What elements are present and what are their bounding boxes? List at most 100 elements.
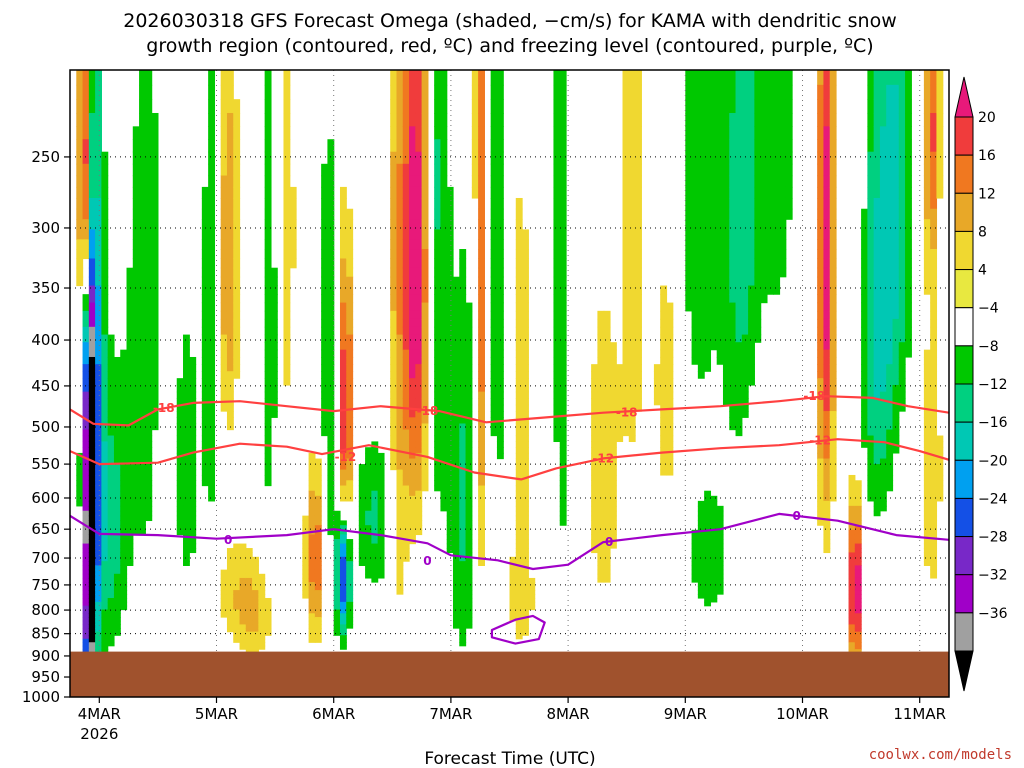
omega-cell — [892, 391, 900, 399]
omega-cell — [628, 318, 636, 328]
omega-cell — [82, 586, 90, 591]
omega-cell — [691, 285, 699, 295]
omega-cell — [365, 474, 372, 481]
omega-cell — [226, 417, 234, 425]
omega-cell — [923, 208, 931, 220]
omega-cell — [603, 458, 611, 465]
omega-cell — [289, 208, 297, 220]
omega-cell — [817, 229, 825, 240]
omega-cell — [101, 474, 109, 481]
omega-cell — [622, 70, 630, 86]
omega-cell — [471, 99, 479, 114]
omega-cell — [704, 112, 712, 127]
omega-cell — [415, 126, 423, 140]
omega-cell — [848, 490, 856, 497]
omega-cell — [722, 249, 730, 260]
omega-cell — [396, 469, 404, 476]
omega-cell — [226, 556, 234, 562]
omega-cell — [478, 495, 485, 502]
omega-cell — [258, 613, 266, 618]
omega-cell — [741, 267, 749, 278]
omega-cell — [829, 480, 837, 487]
omega-cell — [704, 582, 712, 587]
omega-cell — [522, 590, 529, 595]
omega-cell — [716, 175, 724, 188]
omega-cell — [854, 586, 862, 591]
omega-cell — [591, 548, 598, 554]
omega-cell — [327, 310, 335, 320]
omega-cell — [120, 548, 128, 554]
omega-cell — [522, 404, 529, 412]
omega-cell — [923, 267, 931, 278]
omega-cell — [553, 398, 561, 406]
omega-cell — [264, 318, 272, 328]
omega-cell — [132, 371, 140, 379]
omega-cell — [434, 441, 442, 448]
omega-cell — [208, 267, 216, 278]
omega-cell — [402, 474, 410, 481]
omega-cell — [478, 285, 485, 295]
omega-cell — [616, 391, 624, 399]
omega-cell — [283, 197, 291, 210]
omega-cell — [321, 186, 329, 199]
omega-cell — [82, 318, 90, 328]
omega-cell — [358, 543, 366, 549]
omega-cell — [829, 495, 837, 502]
omega-cell — [145, 391, 153, 399]
omega-cell — [465, 302, 473, 312]
omega-cell — [459, 485, 467, 492]
omega-cell — [660, 349, 668, 358]
omega-cell — [923, 423, 931, 431]
omega-cell — [415, 267, 423, 278]
omega-cell — [622, 411, 630, 418]
omega-cell — [107, 597, 115, 603]
omega-cell — [346, 326, 354, 336]
omega-cell — [635, 267, 642, 278]
omega-cell — [622, 239, 630, 250]
omega-cell — [923, 99, 931, 114]
omega-cell — [823, 548, 831, 554]
omega-cell — [446, 356, 454, 365]
omega-cell — [898, 334, 906, 343]
omega-cell — [635, 285, 642, 295]
omega-cell — [371, 525, 379, 531]
omega-cell — [829, 464, 837, 471]
omega-cell — [339, 364, 347, 372]
omega-cell — [88, 617, 96, 622]
omega-cell — [848, 582, 856, 587]
omega-cell — [603, 364, 611, 372]
omega-cell — [829, 126, 837, 140]
omega-cell — [201, 371, 209, 379]
colorbar-band — [954, 269, 974, 309]
omega-cell — [873, 126, 881, 140]
omega-cell — [82, 500, 90, 507]
omega-cell — [660, 464, 668, 471]
omega-cell — [823, 458, 831, 465]
omega-cell — [710, 163, 718, 177]
omega-cell — [107, 510, 115, 517]
omega-cell — [189, 520, 197, 526]
omega-cell — [302, 565, 310, 571]
omega-cell — [760, 249, 768, 260]
omega-cell — [459, 638, 467, 643]
omega-cell — [327, 452, 335, 460]
omega-cell — [245, 597, 253, 603]
omega-cell — [145, 84, 153, 100]
omega-cell — [697, 534, 705, 540]
omega-cell — [139, 356, 146, 365]
omega-cell — [252, 577, 259, 583]
omega-cell — [101, 552, 109, 558]
omega-cell — [220, 356, 228, 365]
omega-cell — [773, 84, 781, 100]
omega-cell — [923, 510, 931, 517]
omega-cell — [879, 423, 887, 431]
omega-cell — [415, 285, 423, 295]
omega-cell — [861, 441, 868, 448]
omega-cell — [697, 163, 705, 177]
omega-cell — [452, 285, 460, 295]
omega-cell — [440, 447, 448, 454]
omega-cell — [95, 334, 102, 343]
ground-layer — [70, 651, 949, 697]
omega-cell — [233, 258, 241, 269]
omega-cell — [333, 631, 341, 636]
